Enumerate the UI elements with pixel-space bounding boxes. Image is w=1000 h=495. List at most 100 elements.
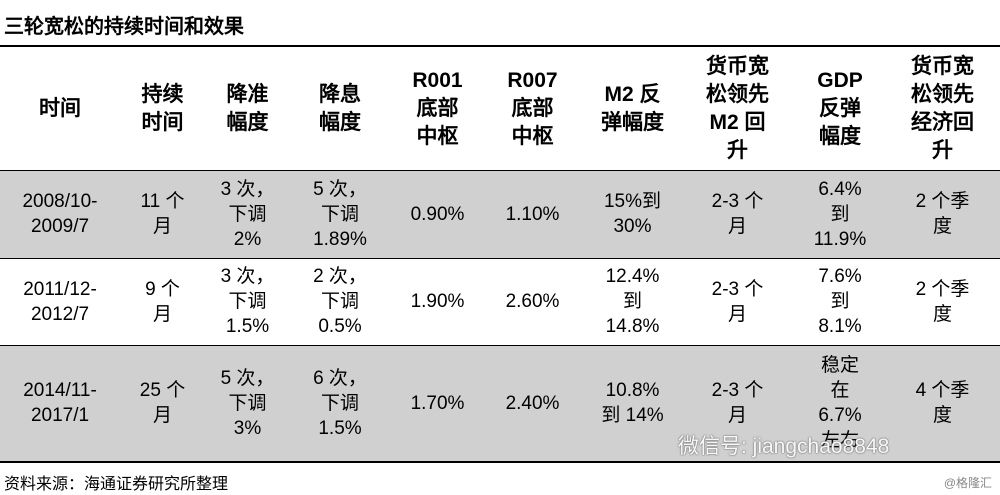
cell-text: 松领先	[911, 82, 974, 106]
cell-text: 度	[932, 303, 952, 325]
cell-text: 反弹	[819, 96, 861, 120]
cell-text: 7.6%	[818, 266, 862, 287]
cell-text: 3 次，	[220, 266, 275, 287]
cell-text: 2017/1	[30, 405, 90, 426]
cell: 9 个月	[120, 258, 205, 345]
cell-text: 5 次，	[220, 367, 275, 389]
cell: 2-3 个月	[685, 345, 790, 461]
cell-text: 2 个季	[915, 191, 970, 212]
top-rule	[0, 45, 1000, 47]
cell-text: 6.4%	[818, 178, 862, 200]
cell: 降息 幅度	[290, 47, 390, 170]
cell-text: M2 回	[709, 110, 766, 134]
cell: 6.4% 到 11.9%	[790, 170, 890, 258]
cell: 持续 时间	[120, 47, 205, 170]
cell: 货币宽 松领先 M2 回升	[685, 47, 790, 170]
cell-text: 时间	[141, 110, 184, 134]
cell-text: 2 个季	[915, 278, 970, 300]
row-rule	[0, 258, 1000, 259]
cell-text: 9 个	[145, 278, 180, 300]
cell-text: 中枢	[511, 124, 554, 148]
cell-text: 度	[932, 405, 952, 426]
cell: GDP 反弹幅度	[790, 47, 890, 170]
cell-text: 3 次，	[220, 178, 275, 200]
cell-text: 下调	[228, 203, 267, 225]
cell-text: 0.5%	[318, 316, 362, 337]
cell: 2 个季度	[890, 258, 995, 345]
cell-text: 月	[727, 216, 747, 237]
credit: @格隆汇	[943, 476, 992, 490]
cell-text: 下调	[320, 203, 359, 225]
cell-text: 升	[932, 138, 953, 162]
cell: 12.4% 到 14.8%	[580, 258, 685, 345]
cell-text: 下调	[320, 291, 359, 312]
table-row: 2014/11- 2017/1 25 个月 5 次， 下调 3% 6 次， 下调 1.5% 1.7…	[0, 345, 1000, 461]
cell-text: 1.70%	[410, 392, 465, 414]
cell-text: 5 次，	[313, 178, 367, 200]
cell-text: 14.8%	[605, 316, 660, 337]
cell: 2 次， 下调 0.5%	[290, 258, 390, 345]
cell-text: 底部	[416, 96, 459, 120]
cell-text: 到	[830, 291, 850, 312]
cell: 11 个月	[120, 170, 205, 258]
cell-text: 2.40%	[505, 392, 560, 414]
header-row: 时间 持续 时间 降准 幅度 降息 幅度 R001 底部 中枢 R007 底部 中枢 M2 反弹幅度 货币宽…	[0, 47, 1000, 170]
cell-text: 幅度	[819, 124, 861, 148]
cell-text: 15%到	[603, 191, 662, 212]
cell: 2 个季度	[890, 170, 995, 258]
cell-text: 经济回	[911, 110, 974, 134]
cell-text: 2014/11-	[23, 380, 97, 401]
cell-text: 2008/10-	[22, 191, 98, 212]
cell-text: 6.7%	[818, 405, 862, 426]
cell-text: 2%	[233, 228, 262, 250]
cell: M2 反弹幅度	[580, 47, 685, 170]
cell: 2014/11- 2017/1	[0, 345, 120, 461]
cell-text: 2009/7	[30, 216, 90, 237]
cell-text: 左右	[820, 430, 859, 451]
cell-text: R007	[507, 68, 558, 92]
cell: 2.40%	[485, 345, 580, 461]
cell-text: 到	[622, 291, 642, 312]
cell-text: 下调	[228, 392, 267, 414]
cell-text: M2 反	[604, 82, 661, 106]
cell: 2008/10- 2009/7	[0, 170, 120, 258]
cell: 0.90%	[390, 170, 485, 258]
cell-text: 持续	[141, 82, 184, 106]
cell-text: 月	[152, 216, 172, 237]
cell-text: 11.9%	[813, 228, 867, 250]
cell-text: 6 次，	[313, 367, 367, 389]
cell-text: 月	[727, 405, 747, 426]
cell-text: 弹幅度	[601, 110, 664, 134]
cell-text: 1.10%	[505, 203, 560, 225]
row-rule	[0, 345, 1000, 346]
cell: 2011/12- 2012/7	[0, 258, 120, 345]
watermark: 微信号: jiangchao8848	[678, 435, 890, 458]
bottom-rule	[0, 461, 1000, 463]
cell-text: 2 次，	[313, 266, 367, 287]
cell-text: 时间	[39, 96, 81, 120]
source: 资料来源：海通证券研究所整理	[4, 476, 229, 493]
cell-text: 0.90%	[410, 203, 465, 225]
cell-text: 月	[152, 405, 172, 426]
cell: 3 次， 下调 1.5%	[205, 258, 290, 345]
cell: 5 次， 下调 3%	[205, 345, 290, 461]
cell-text: 10.8%	[605, 380, 660, 401]
cell-text: 2-3 个	[711, 380, 764, 401]
cell: 2-3 个月	[685, 258, 790, 345]
cell: 6 次， 下调 1.5%	[290, 345, 390, 461]
cell-text: 12.4%	[605, 266, 660, 287]
cell: R001 底部 中枢	[390, 47, 485, 170]
cell-text: 1.89%	[313, 228, 367, 250]
cell: 1.70%	[390, 345, 485, 461]
cell-text: GDP	[817, 68, 863, 92]
cell-text: 底部	[511, 96, 554, 120]
cell-text: 松领先	[706, 82, 769, 106]
cell: 5 次， 下调 1.89%	[290, 170, 390, 258]
cell-text: 1.90%	[410, 291, 465, 312]
cell-text: 升	[727, 138, 748, 162]
cell-text: 3%	[233, 417, 262, 439]
cell: 稳定在 6.7% 左右	[790, 345, 890, 461]
cell-text: 降准	[226, 82, 269, 106]
cell-text: 中枢	[416, 124, 459, 148]
cell-text: 在	[830, 380, 850, 401]
